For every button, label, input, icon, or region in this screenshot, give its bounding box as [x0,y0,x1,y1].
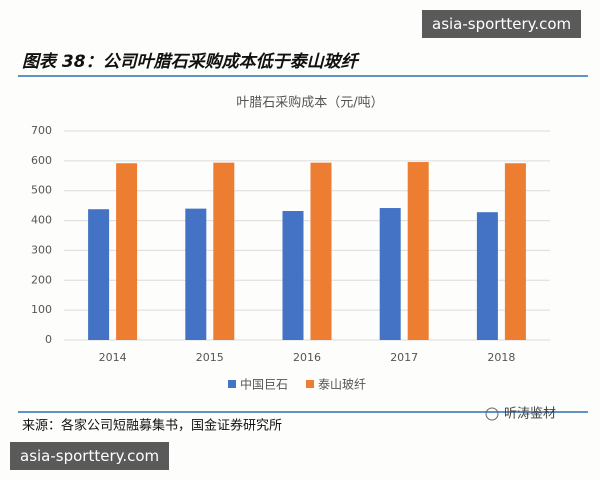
legend-swatch [306,380,315,388]
legend-label: 中国巨石 [240,377,288,392]
y-tick-label: 700 [31,124,52,137]
x-tick-label: 2016 [293,351,321,364]
y-tick-label: 0 [45,333,52,346]
header-title: 图表 38：公司叶腊石采购成本低于泰山玻纤 [22,52,361,72]
bar [504,163,526,340]
legend-swatch [228,380,236,388]
x-tick-label: 2017 [390,351,418,364]
y-tick-label: 100 [31,303,52,316]
footer-logo: 听涛鉴材 [504,406,556,422]
bar [476,212,498,340]
bar [88,209,110,340]
watermark: asia-sporttery.com [422,10,582,38]
bar [116,163,138,340]
chart-title: 叶腊石采购成本（元/吨） [236,95,383,111]
y-tick-label: 200 [31,273,52,286]
x-tick-label: 2015 [196,351,224,364]
y-tick-label: 500 [31,184,52,197]
bar [282,211,304,340]
watermark: asia-sporttery.com [10,442,170,470]
bar [310,162,332,340]
bar [213,162,235,340]
x-tick-label: 2014 [99,351,127,364]
footer-source: 来源：各家公司短融募集书，国金证券研究所 [22,418,282,434]
logo-icon [485,407,499,421]
bar [185,208,207,340]
legend-label: 泰山玻纤 [318,378,366,392]
bar [379,208,401,340]
y-tick-label: 300 [31,243,52,256]
y-tick-label: 600 [31,154,52,167]
y-tick-label: 400 [31,214,52,227]
x-tick-label: 2018 [487,351,515,364]
bar [407,162,429,340]
